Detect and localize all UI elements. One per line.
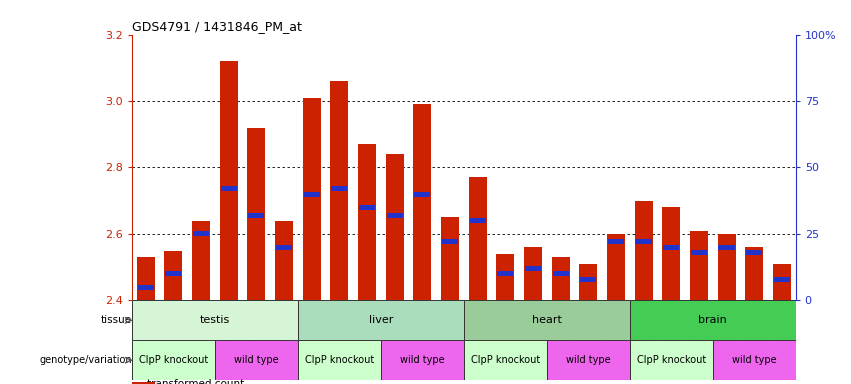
Text: liver: liver [368, 315, 393, 325]
Bar [630, 300, 796, 340]
Bar [414, 104, 431, 300]
Bar [663, 245, 679, 250]
Text: wild type: wild type [400, 355, 444, 365]
Text: ClpP knockout: ClpP knockout [305, 355, 374, 365]
Text: wild type: wild type [732, 355, 776, 365]
Bar [662, 207, 680, 300]
Bar [248, 213, 265, 218]
Text: genotype/variation: genotype/variation [39, 355, 132, 365]
Text: brain: brain [699, 315, 727, 325]
Bar [132, 300, 796, 340]
Bar [691, 250, 707, 255]
Text: tissue: tissue [100, 315, 132, 325]
Bar [330, 81, 348, 300]
Bar [717, 234, 735, 300]
Bar [608, 240, 624, 244]
Bar [580, 276, 597, 281]
Bar [220, 186, 237, 191]
Bar [607, 234, 625, 300]
Bar [359, 205, 375, 210]
Bar [464, 340, 547, 380]
Bar [713, 340, 796, 380]
Text: ClpP knockout: ClpP knockout [637, 355, 705, 365]
Text: ClpP knockout: ClpP knockout [139, 355, 208, 365]
Bar [248, 127, 266, 300]
Bar [132, 340, 214, 380]
Bar [580, 264, 597, 300]
Bar [525, 266, 541, 271]
Bar [381, 340, 464, 380]
Bar [774, 276, 790, 281]
Bar [524, 247, 542, 300]
Bar [275, 221, 293, 300]
Bar [547, 340, 630, 380]
Bar [551, 257, 569, 300]
Bar [303, 98, 321, 300]
Bar [497, 271, 513, 276]
Text: wild type: wild type [566, 355, 610, 365]
Bar [690, 231, 708, 300]
Text: wild type: wild type [234, 355, 278, 365]
Bar [414, 192, 431, 197]
Bar [137, 257, 155, 300]
Bar [165, 271, 181, 276]
Bar [464, 300, 630, 340]
Bar [220, 61, 237, 300]
Text: GDS4791 / 1431846_PM_at: GDS4791 / 1431846_PM_at [132, 20, 302, 33]
Bar [164, 250, 182, 300]
Bar [718, 245, 734, 250]
Bar [192, 221, 210, 300]
Bar [496, 254, 514, 300]
Bar [773, 264, 791, 300]
Bar [358, 144, 376, 300]
Bar [552, 271, 568, 276]
Bar [441, 217, 459, 300]
Text: testis: testis [200, 315, 230, 325]
Bar [386, 154, 403, 300]
Bar [635, 201, 653, 300]
Bar [331, 186, 347, 191]
Bar [298, 300, 464, 340]
Bar [386, 213, 403, 218]
Bar [304, 192, 320, 197]
Bar [132, 300, 298, 340]
Bar [298, 340, 381, 380]
Bar [442, 240, 458, 244]
Bar [214, 340, 298, 380]
Bar [138, 285, 154, 290]
Bar [276, 245, 292, 250]
Bar [745, 247, 763, 300]
Bar [630, 340, 712, 380]
Bar [746, 250, 762, 255]
Text: heart: heart [532, 315, 562, 325]
Bar [193, 232, 209, 237]
Text: ClpP knockout: ClpP knockout [471, 355, 540, 365]
Bar [470, 218, 486, 223]
Bar [469, 177, 487, 300]
Bar [636, 240, 652, 244]
Text: transformed count: transformed count [147, 379, 244, 384]
